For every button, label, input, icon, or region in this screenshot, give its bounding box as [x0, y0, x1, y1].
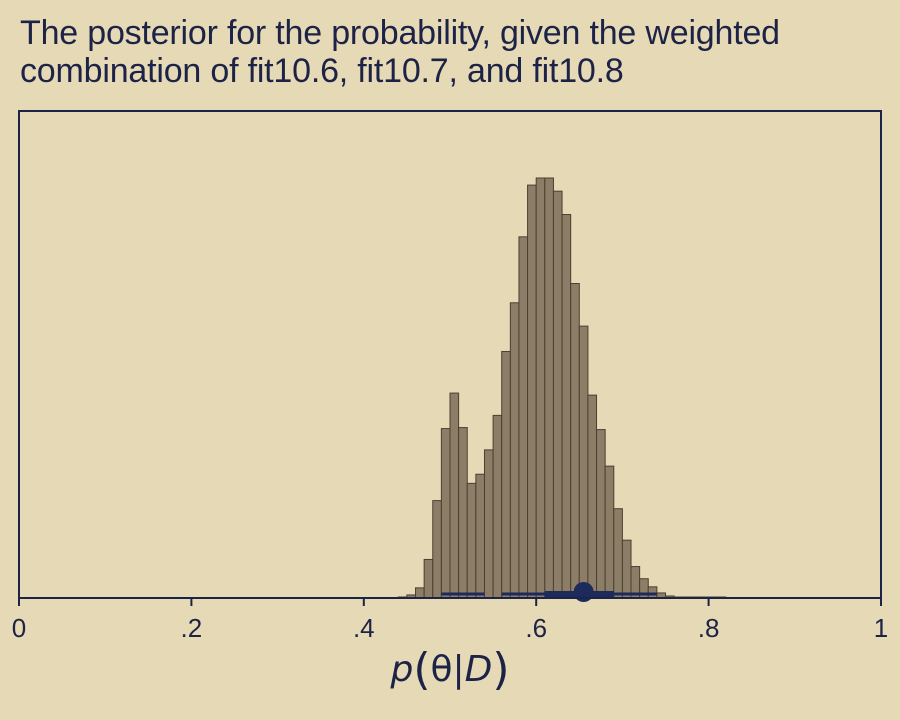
histogram-bar: [483, 449, 494, 599]
histogram-bar: [475, 473, 485, 599]
histogram-bar: [501, 350, 511, 599]
x-tick-label: 0: [12, 613, 26, 643]
histogram-bar: [432, 500, 442, 599]
x-axis-label: p(θ|D): [390, 644, 510, 695]
histogram-bar: [552, 190, 563, 599]
x-tick-label: .4: [353, 613, 375, 643]
credible-interval: [441, 582, 657, 602]
chart-title: The posterior for the probability, given…: [20, 14, 780, 90]
histogram-bar: [518, 236, 529, 599]
histogram-bar: [509, 302, 520, 599]
histogram-bar: [492, 414, 503, 599]
x-tick-label: .8: [698, 613, 720, 643]
histogram-bar: [604, 465, 615, 599]
histogram-bar: [449, 392, 460, 599]
histogram-bars: [397, 177, 727, 599]
histogram-bar: [466, 482, 477, 599]
x-tick-label: 1: [874, 613, 888, 643]
histogram-bar: [544, 177, 554, 599]
x-axis-ticks: 0 .2 .4 .6 .8 1: [12, 598, 888, 643]
chart-title-line-1: The posterior for the probability, given…: [20, 14, 780, 52]
histogram-bar: [423, 558, 434, 599]
histogram-bar: [415, 587, 425, 599]
histogram-bar: [621, 539, 632, 599]
histogram-bar: [440, 428, 451, 599]
x-tick-label: .2: [181, 613, 203, 643]
histogram-bar: [527, 184, 537, 599]
histogram-bar: [596, 429, 606, 599]
chart-title-line-2: combination of fit10.6, fit10.7, and fit…: [20, 52, 624, 90]
histogram-bar: [570, 283, 580, 599]
histogram-bar: [561, 214, 572, 599]
histogram-bar: [458, 427, 468, 599]
histogram-bar: [647, 586, 658, 599]
histogram-bar: [578, 325, 589, 599]
histogram-bar: [613, 508, 623, 599]
x-tick-label: .6: [525, 613, 547, 643]
histogram-bar: [535, 177, 546, 599]
histogram-bar: [587, 394, 598, 599]
